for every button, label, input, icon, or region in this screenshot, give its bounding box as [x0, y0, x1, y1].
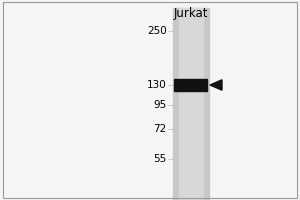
Text: 130: 130	[147, 80, 166, 90]
Bar	[174, 79, 207, 90]
Text: 95: 95	[153, 100, 167, 110]
Bar	[172, 8, 208, 200]
Text: 72: 72	[153, 124, 167, 134]
Polygon shape	[210, 80, 222, 90]
Text: Jurkat: Jurkat	[173, 7, 208, 20]
Text: 55: 55	[153, 154, 167, 164]
Text: 250: 250	[147, 26, 166, 36]
Bar	[178, 8, 203, 200]
